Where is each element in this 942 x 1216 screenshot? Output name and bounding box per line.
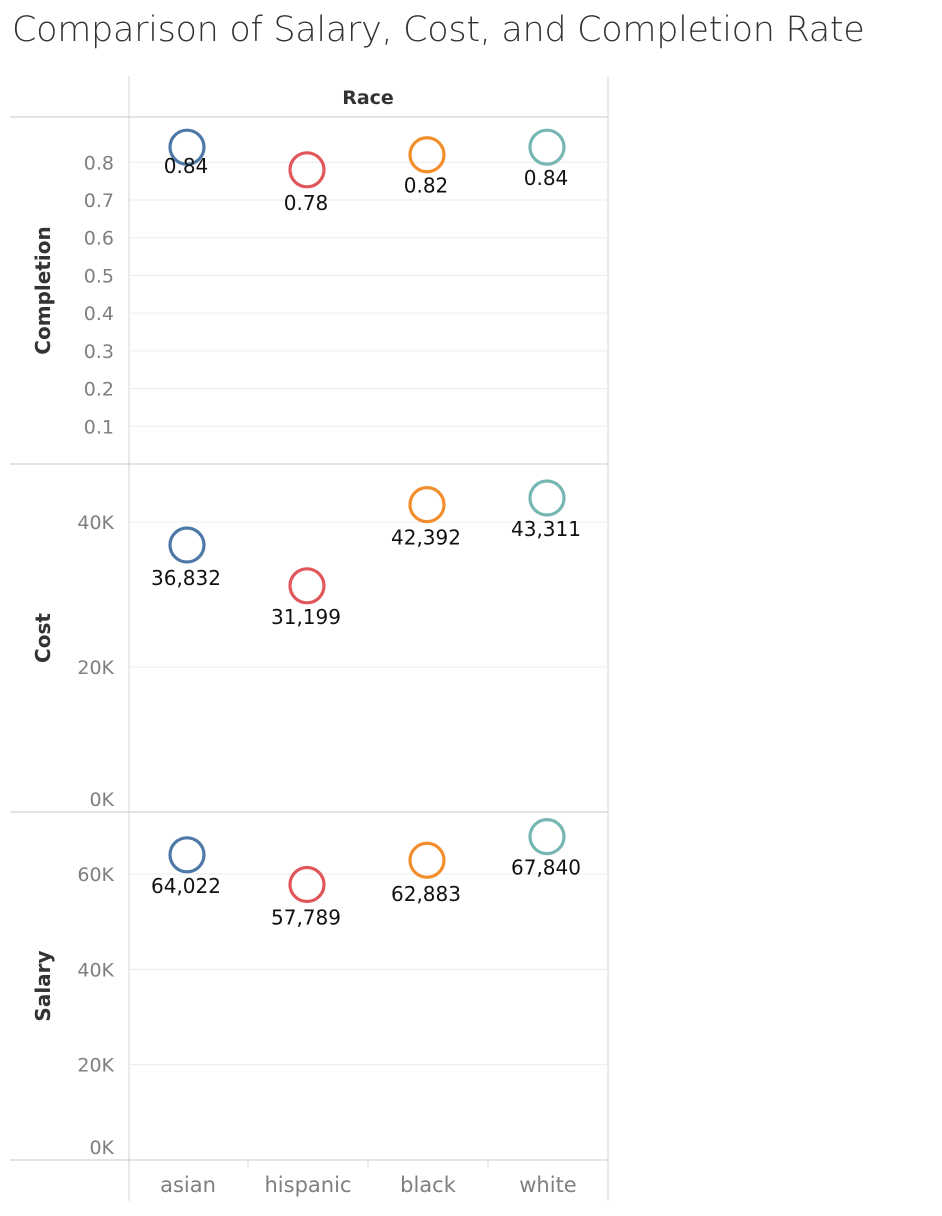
y-axis-label: Completion (31, 226, 55, 354)
data-point (288, 567, 326, 605)
data-label: 0.82 (404, 174, 449, 198)
y-tick-label: 0.1 (84, 416, 114, 438)
y-tick-label: 0.3 (84, 341, 114, 363)
x-category-label: hispanic (265, 1173, 352, 1197)
data-label: 57,789 (271, 906, 341, 930)
data-label: 0.84 (524, 166, 569, 190)
y-axis-label: Salary (31, 950, 55, 1021)
column-header: Race (342, 87, 394, 109)
y-tick-label: 60K (77, 864, 114, 886)
x-category-label: white (519, 1173, 576, 1197)
data-point (408, 841, 446, 879)
data-point (168, 836, 206, 874)
data-label: 31,199 (271, 605, 341, 629)
data-point (528, 479, 566, 517)
y-tick-label: 0.2 (84, 379, 114, 401)
y-axis-label: Cost (31, 613, 55, 663)
data-point (168, 128, 206, 166)
x-category-label: black (400, 1173, 457, 1197)
data-point (528, 817, 566, 856)
data-point (408, 486, 446, 524)
x-category-label: asian (160, 1173, 216, 1197)
y-tick-label: 0K (89, 1137, 114, 1159)
y-tick-label: 20K (77, 1055, 114, 1077)
y-tick-label: 40K (77, 512, 114, 534)
data-point (168, 526, 206, 564)
data-point (528, 128, 566, 166)
data-point (288, 151, 326, 189)
y-tick-label: 0.4 (84, 303, 114, 325)
data-point (288, 865, 326, 904)
data-label: 42,392 (391, 526, 461, 550)
y-tick-label: 0.6 (84, 228, 114, 250)
data-label: 0.78 (284, 191, 329, 215)
data-label: 62,883 (391, 882, 461, 906)
data-label: 43,311 (511, 517, 581, 541)
data-label: 36,832 (151, 566, 221, 590)
chart-title: Comparison of Salary, Cost, and Completi… (12, 10, 865, 50)
data-point (408, 136, 446, 174)
y-tick-label: 0.5 (84, 265, 114, 287)
panels: 0.1 0.2 0.3 0.4 0.5 0.6 0.7 0.8 Completion 0.84 0.… (10, 128, 608, 1197)
data-label: 0.84 (164, 154, 209, 178)
y-tick-label: 20K (77, 657, 114, 679)
y-tick-label: 0.8 (84, 152, 114, 174)
y-tick-label: 40K (77, 959, 114, 981)
data-label: 64,022 (151, 874, 221, 898)
y-tick-label: 0K (89, 789, 114, 811)
y-tick-label: 0.7 (84, 190, 114, 212)
data-label: 67,840 (511, 856, 581, 880)
